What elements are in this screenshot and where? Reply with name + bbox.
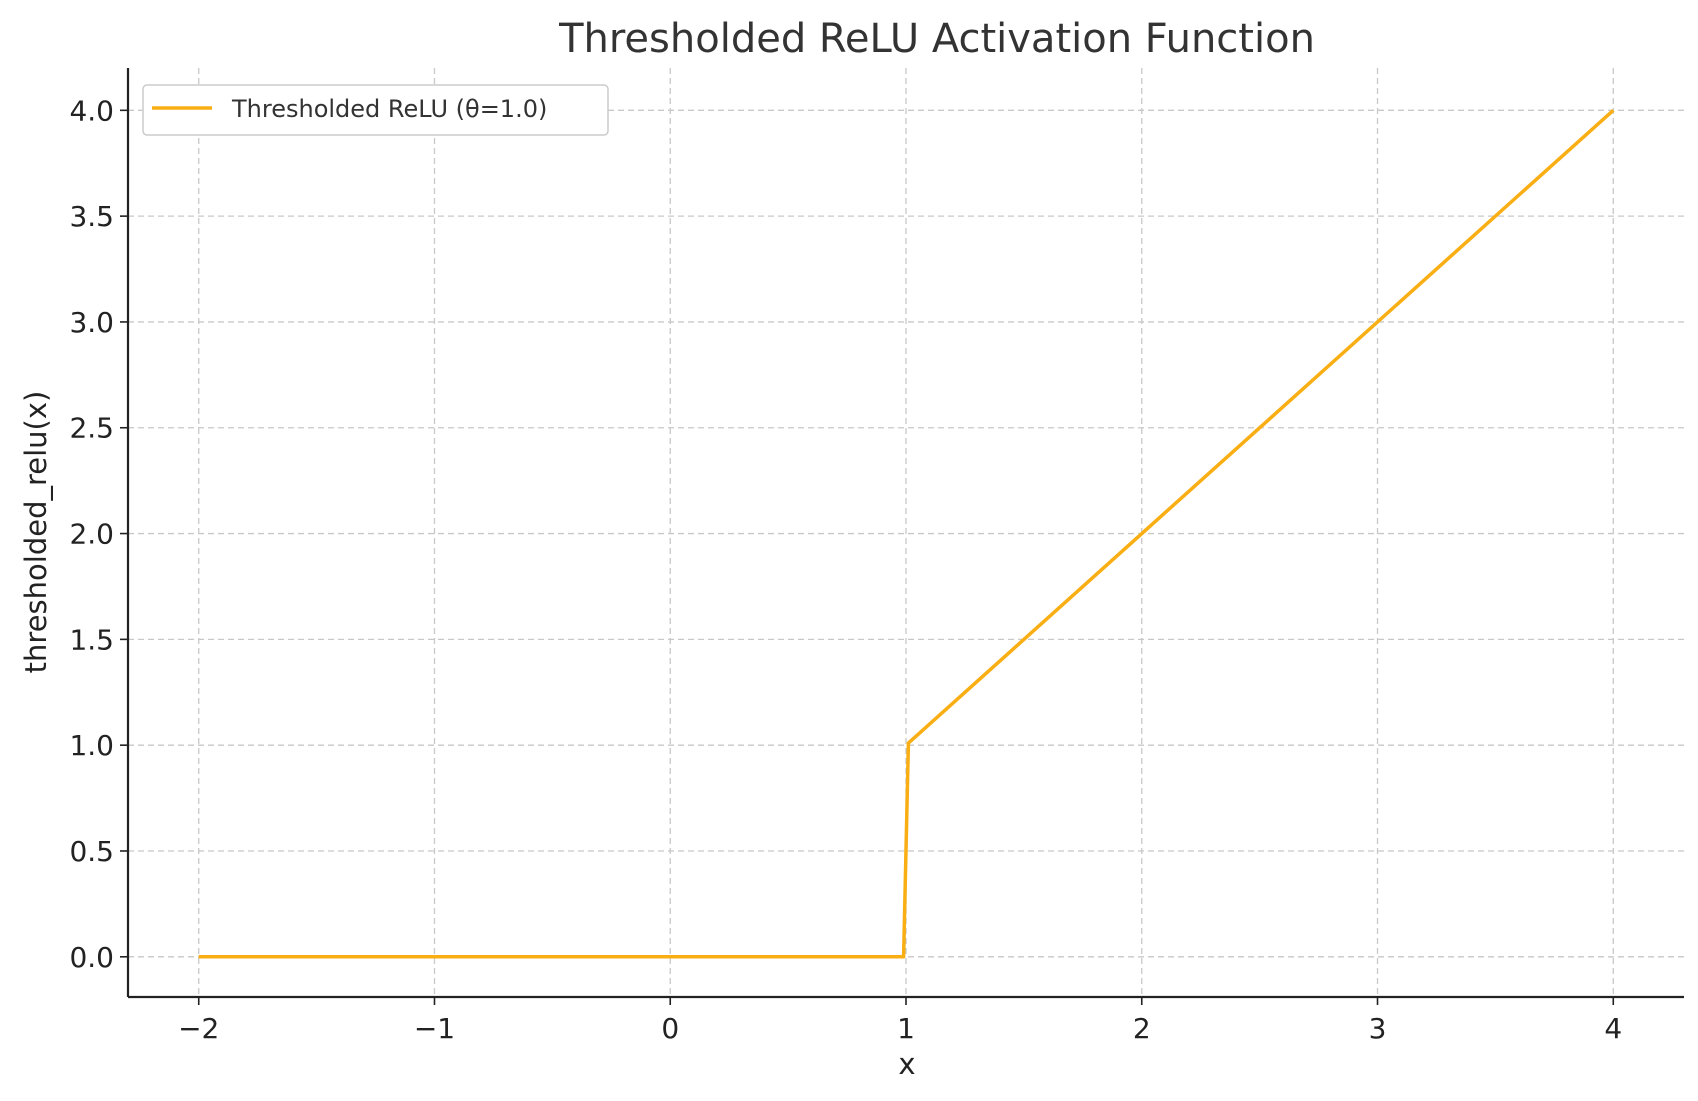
x-tick-label: 4 [1604,1012,1622,1045]
y-tick-label: 2.0 [69,518,114,551]
y-tick-label: 2.5 [69,412,114,445]
x-tick-label: 0 [661,1012,679,1045]
y-tick-label: 0.5 [69,835,114,868]
y-tick-label: 1.5 [69,623,114,656]
y-tick-label: 1.0 [69,729,114,762]
legend-box [142,84,609,136]
x-tick-label: 1 [897,1012,915,1045]
x-tick-label: −2 [178,1012,219,1045]
legend-label: Thresholded ReLU (θ=1.0) [231,95,547,123]
x-axis-label: x [898,1047,915,1081]
x-tick-label: 3 [1369,1012,1387,1045]
y-axis-ticks: 0.0 0.5 1.0 1.5 2.0 2.5 3.0 3.5 4.0 [69,94,128,974]
y-tick-label: 4.0 [69,94,114,127]
x-tick-label: −1 [414,1012,455,1045]
y-tick-label: 0.0 [69,941,114,974]
series-line-0 [198,108,1615,959]
chart-title: Thresholded ReLU Activation Function [558,16,1315,62]
y-axis-label: thresholded_relu(x) [19,391,53,674]
series-layer [198,108,1615,959]
y-tick-label: 3.0 [69,306,114,339]
legend: Thresholded ReLU (θ=1.0) [142,84,609,136]
x-tick-label: 2 [1133,1012,1151,1045]
x-axis-ticks: −2 −1 0 1 2 3 4 [178,997,1622,1045]
y-tick-label: 3.5 [69,200,114,233]
